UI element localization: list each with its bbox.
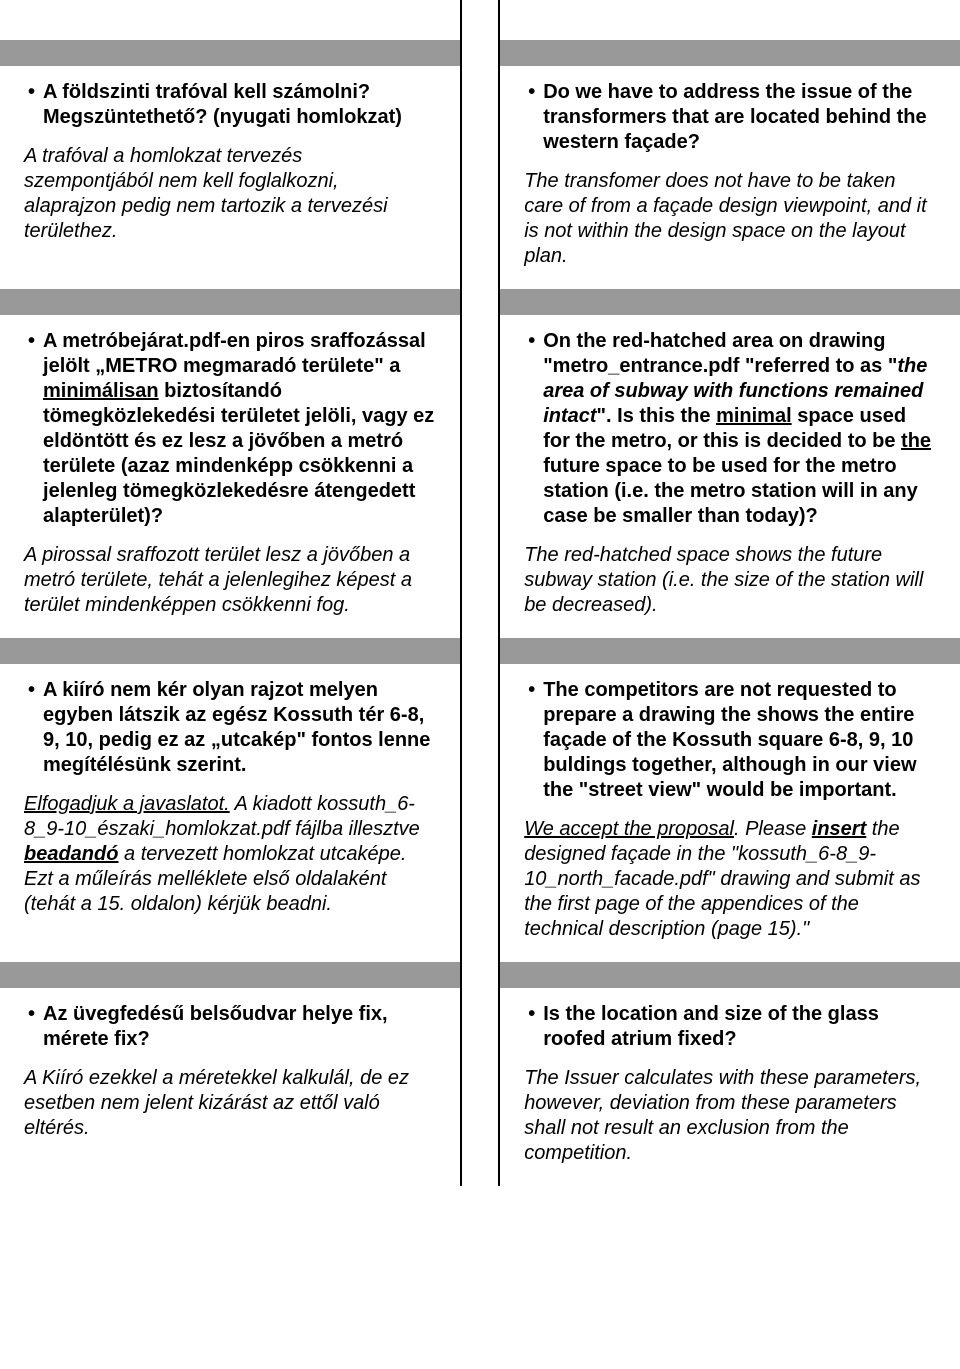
bullet-icon: •: [524, 678, 543, 703]
question-text: A földszinti trafóval kell számolni? Meg…: [43, 80, 436, 130]
answer-en: We accept the proposal. Please insert th…: [524, 817, 936, 942]
bullet-icon: •: [524, 80, 543, 105]
question-hu: • A földszinti trafóval kell számolni? M…: [24, 80, 436, 130]
answer-hu: Elfogadjuk a javaslatot. A kiadott kossu…: [24, 792, 436, 917]
question-hu: • A metróbejárat.pdf-en piros sraffozáss…: [24, 329, 436, 529]
bullet-icon: •: [24, 329, 43, 354]
question-text: Do we have to address the issue of the t…: [543, 80, 936, 155]
qa-row-2: • A metróbejárat.pdf-en piros sraffozáss…: [0, 315, 960, 638]
answer-hu: A Kiíró ezekkel a méretekkel kalkulál, d…: [24, 1066, 436, 1141]
answer-en: The Issuer calculates with these paramet…: [524, 1066, 936, 1166]
answer-en: The red-hatched space shows the future s…: [524, 543, 936, 618]
question-en: • On the red-hatched area on drawing "me…: [524, 329, 936, 529]
question-en: • The competitors are not requested to p…: [524, 678, 936, 803]
answer-hu: A pirossal sraffozott terület lesz a jöv…: [24, 543, 436, 618]
question-text: A kiíró nem kér olyan rajzot melyen egyb…: [43, 678, 436, 778]
answer-en: The transfomer does not have to be taken…: [524, 169, 936, 269]
answer-hu: A trafóval a homlokzat tervezés szempont…: [24, 144, 436, 244]
bullet-icon: •: [524, 329, 543, 354]
separator-row: [0, 962, 960, 988]
question-text: A metróbejárat.pdf-en piros sraffozással…: [43, 329, 436, 529]
separator-row: [0, 40, 960, 66]
bullet-icon: •: [24, 80, 43, 105]
question-text: The competitors are not requested to pre…: [543, 678, 936, 803]
question-hu: • Az üvegfedésű belsőudvar helye fix, mé…: [24, 1002, 436, 1052]
separator-row: [0, 289, 960, 315]
question-hu: • A kiíró nem kér olyan rajzot melyen eg…: [24, 678, 436, 778]
qa-two-column-table: • A földszinti trafóval kell számolni? M…: [0, 0, 960, 1186]
question-text: Az üvegfedésű belsőudvar helye fix, mére…: [43, 1002, 436, 1052]
qa-row-4: • Az üvegfedésű belsőudvar helye fix, mé…: [0, 988, 960, 1186]
question-en: • Is the location and size of the glass …: [524, 1002, 936, 1052]
qa-row-1: • A földszinti trafóval kell számolni? M…: [0, 66, 960, 289]
question-text: On the red-hatched area on drawing "metr…: [543, 329, 936, 529]
question-en: • Do we have to address the issue of the…: [524, 80, 936, 155]
bullet-icon: •: [24, 1002, 43, 1027]
bullet-icon: •: [24, 678, 43, 703]
question-text: Is the location and size of the glass ro…: [543, 1002, 936, 1052]
qa-row-3: • A kiíró nem kér olyan rajzot melyen eg…: [0, 664, 960, 962]
bullet-icon: •: [524, 1002, 543, 1027]
separator-row: [0, 638, 960, 664]
